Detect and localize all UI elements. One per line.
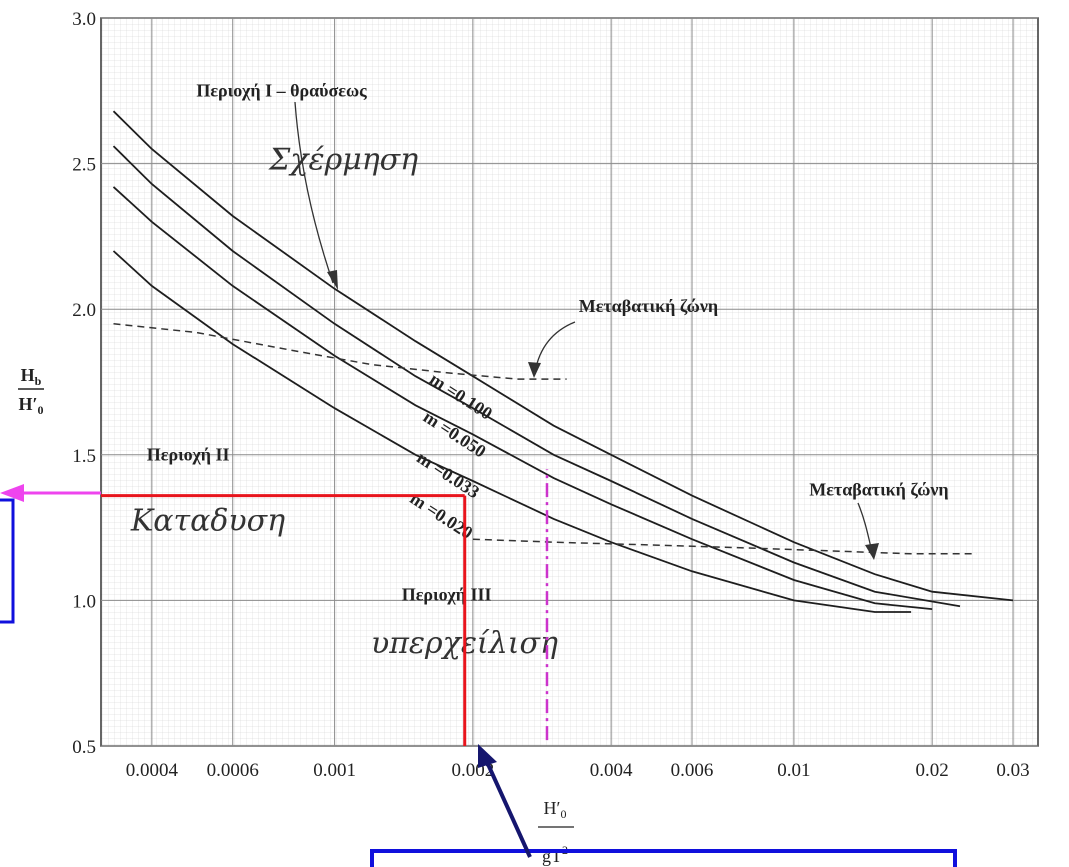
transition-dashed-line: [472, 538, 977, 555]
y-tick-label: 0.5: [72, 737, 96, 758]
svg-text:H′0: H′0: [544, 798, 567, 821]
left-answer-box: [0, 498, 15, 624]
red-reading-lines: [101, 494, 467, 746]
x-label-numerator: H′: [544, 798, 561, 818]
y-tick-label: 1.0: [72, 591, 96, 612]
transition1-arrowhead: [528, 362, 541, 378]
x-tick-label: 0.0004: [126, 760, 179, 781]
transition2-arrowhead: [865, 543, 879, 560]
x-axis-label: H′0 gT2: [538, 798, 574, 866]
x-axis-ticks: 0.0004 0.0006 0.001 0.002 0.004 0.006 0.01 0.02…: [126, 760, 1030, 781]
svg-text:H′0: H′0: [18, 394, 43, 417]
x-tick-label: 0.02: [916, 760, 949, 781]
x-label-numerator-sub: 0: [560, 807, 566, 821]
y-tick-label: 2.0: [72, 300, 96, 321]
y-tick-label: 1.5: [72, 446, 96, 467]
curve-0100: [112, 110, 1014, 602]
region1-arrow: [294, 101, 334, 284]
handwritten-note-1: Σχέρμηση: [268, 142, 418, 177]
region1-arrowhead: [327, 270, 338, 290]
bottom-answer-box: [370, 849, 957, 867]
handwritten-note-2: Καταδυση: [130, 504, 285, 539]
y-tick-label: 3.0: [72, 9, 96, 30]
y-label-numerator-sub: b: [35, 374, 42, 388]
plot-area: [100, 17, 1039, 747]
region3-label: Περιοχή ΙΙΙ: [402, 584, 492, 604]
curve-0050: [112, 145, 961, 608]
y-label-numerator: H: [21, 365, 35, 385]
region1-label: Περιοχή Ι – θραύσεως: [196, 81, 367, 101]
y-axis-label: Hb H′0: [18, 365, 44, 417]
x-tick-label: 0.004: [590, 760, 633, 781]
svg-text:Hb: Hb: [21, 365, 42, 388]
y-label-denominator-sub: 0: [38, 403, 44, 417]
curve-0033: [112, 186, 933, 610]
x-tick-label: 0.0006: [207, 760, 259, 781]
transition-zone-label-1: Μεταβατική ζώνη: [579, 296, 718, 316]
annotation-arrows: [294, 101, 879, 560]
major-grid: [101, 17, 1038, 747]
y-label-denominator: H′: [18, 394, 37, 414]
transition-dashed-lines: [113, 323, 977, 555]
x-tick-label: 0.006: [671, 760, 714, 781]
x-tick-label: 0.03: [996, 760, 1029, 781]
x-tick-label: 0.001: [313, 760, 356, 781]
region2-label: Περιοχή ΙΙ: [147, 445, 230, 465]
navy-arrow: [478, 744, 532, 858]
y-tick-label: 2.5: [72, 155, 96, 176]
y-axis-ticks: 0.5 1.0 1.5 2.0 2.5 3.0: [72, 9, 96, 758]
transition-zone-label-2: Μεταβατική ζώνη: [809, 480, 948, 500]
x-tick-label: 0.01: [777, 760, 810, 781]
pink-arrow: [0, 484, 101, 502]
m-curves: [112, 110, 1014, 613]
curve-0020: [112, 250, 912, 613]
svg-text:gT2: gT2: [542, 843, 568, 866]
